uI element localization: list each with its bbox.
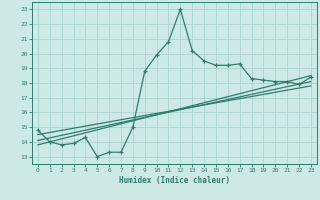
X-axis label: Humidex (Indice chaleur): Humidex (Indice chaleur) (119, 176, 230, 185)
